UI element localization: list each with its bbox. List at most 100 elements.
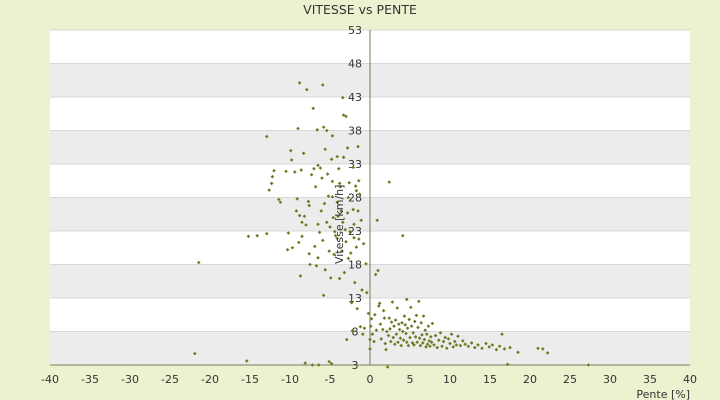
data-point [458, 343, 463, 348]
data-point [463, 342, 467, 347]
y-tick-label: 43 [348, 91, 362, 104]
data-point [389, 339, 393, 344]
data-point [500, 332, 504, 336]
x-tick-label: -20 [201, 373, 219, 386]
data-point [505, 362, 510, 367]
y-tick-label: 23 [348, 225, 362, 238]
data-point [331, 215, 335, 220]
x-tick-label: 35 [643, 373, 657, 386]
data-point [390, 300, 395, 304]
y-tick-label: 48 [348, 58, 362, 71]
data-point [344, 114, 348, 119]
data-point [358, 325, 363, 329]
data-point [325, 172, 330, 176]
data-point [330, 179, 335, 184]
data-point [341, 95, 345, 100]
data-point [345, 337, 349, 342]
x-tick-label: 10 [443, 373, 457, 386]
x-tick-label: 30 [603, 373, 617, 386]
data-point [318, 166, 323, 170]
data-point [328, 225, 332, 229]
data-point [307, 203, 311, 208]
data-point [516, 350, 520, 355]
data-point [541, 347, 545, 351]
data-point [316, 163, 320, 168]
data-point [321, 293, 326, 298]
data-point [307, 251, 311, 256]
data-point [438, 331, 443, 335]
data-point [461, 339, 465, 343]
data-point [389, 320, 394, 324]
data-point [417, 336, 422, 340]
data-point [337, 181, 342, 186]
data-point [453, 339, 457, 344]
data-point [404, 331, 408, 336]
data-point [366, 311, 371, 316]
data-point [289, 148, 293, 153]
data-point [385, 329, 389, 334]
data-point [353, 280, 357, 285]
data-point [303, 361, 307, 365]
data-point [429, 335, 433, 339]
data-point [415, 340, 419, 345]
data-point [302, 214, 307, 219]
data-point [335, 154, 339, 159]
data-point [265, 134, 269, 139]
data-point [372, 339, 376, 344]
data-point [193, 351, 197, 356]
data-point [326, 194, 331, 198]
data-point [339, 209, 343, 213]
data-point [330, 134, 335, 138]
data-point [322, 201, 327, 206]
y-tick-label: 18 [348, 259, 362, 272]
x-tick-label: -5 [325, 373, 336, 386]
x-tick-label: -25 [161, 373, 179, 386]
x-tick-label: 40 [683, 373, 697, 386]
data-point [417, 299, 421, 304]
data-point [484, 341, 488, 346]
data-point [313, 184, 318, 189]
data-point [445, 346, 449, 351]
data-point [295, 197, 299, 201]
data-point [340, 249, 344, 253]
data-point [357, 192, 362, 196]
data-point [329, 157, 334, 162]
data-point [349, 300, 354, 305]
data-point [409, 324, 414, 328]
data-point [269, 181, 274, 186]
data-point [337, 276, 342, 281]
data-point [435, 345, 439, 350]
data-point [306, 199, 311, 204]
data-points [193, 81, 591, 369]
data-point [361, 241, 366, 246]
data-point [508, 345, 512, 350]
data-point [502, 347, 507, 351]
data-point [382, 316, 387, 320]
data-point [308, 262, 312, 267]
data-point [393, 318, 398, 322]
data-point [409, 305, 413, 310]
data-point [400, 320, 404, 325]
data-point [284, 169, 288, 174]
data-point [327, 359, 331, 364]
data-point [299, 168, 303, 172]
data-point [347, 180, 351, 185]
data-point [421, 314, 426, 318]
data-point [440, 344, 444, 349]
data-point [333, 229, 337, 234]
data-point [395, 306, 399, 310]
data-point [414, 313, 419, 318]
data-point [466, 344, 471, 349]
data-point [586, 363, 591, 367]
data-point [381, 327, 385, 332]
data-point [310, 363, 315, 367]
data-point [373, 272, 378, 277]
data-point [405, 340, 409, 345]
data-point [368, 337, 372, 342]
data-point [536, 346, 540, 351]
data-point [362, 326, 367, 330]
data-point [315, 128, 319, 132]
data-point [290, 245, 295, 250]
data-point [425, 342, 430, 347]
data-point [357, 178, 361, 183]
